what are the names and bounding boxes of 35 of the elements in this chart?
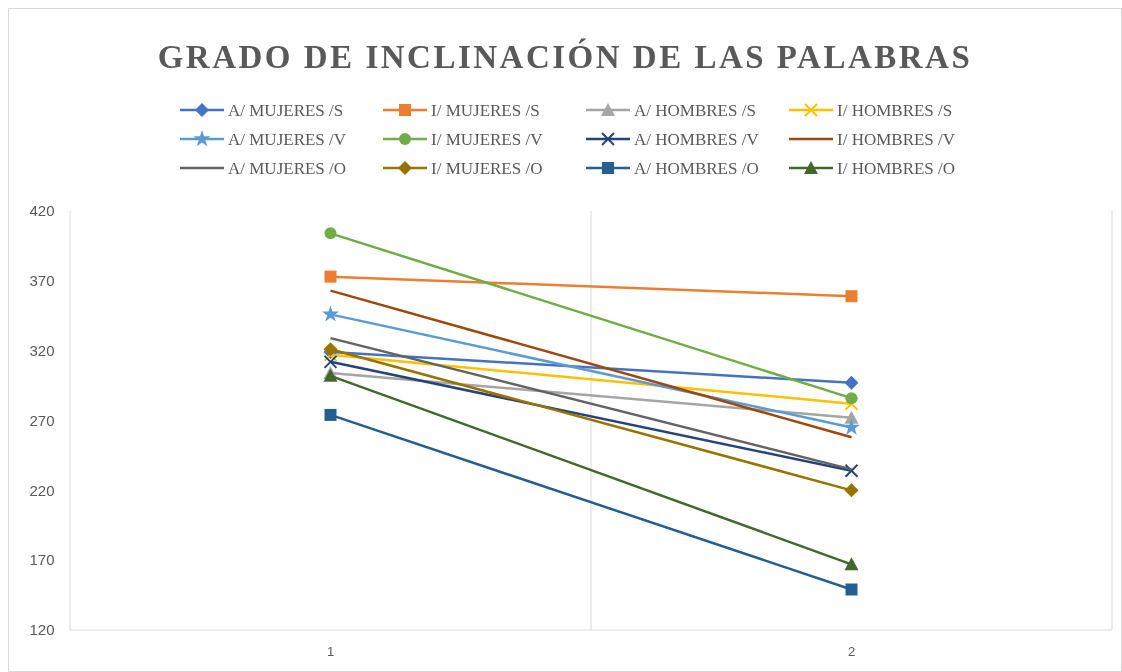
legend-label: A/ MUJERES /V xyxy=(228,130,347,149)
point xyxy=(844,483,859,498)
x-tick-label: 1 xyxy=(326,644,335,659)
legend-label: I/ MUJERES /V xyxy=(431,130,544,149)
point xyxy=(844,463,859,478)
legend-label: A/ HOMBRES /V xyxy=(634,130,760,149)
legend-label: I/ HOMBRES /V xyxy=(837,130,956,149)
point xyxy=(844,375,859,390)
y-tick-label: 270 xyxy=(29,411,55,429)
legend-label: A/ HOMBRES /O xyxy=(634,159,759,178)
legend-label: I/ MUJERES /S xyxy=(431,101,540,120)
y-tick-label: 170 xyxy=(29,551,55,569)
y-tick-label: 120 xyxy=(29,621,55,639)
legend-label: I/ HOMBRES /O xyxy=(837,159,956,178)
point xyxy=(845,290,858,303)
legend-label: A/ MUJERES /S xyxy=(228,101,344,120)
y-tick-label: 420 xyxy=(29,202,55,220)
legend-label: I/ HOMBRES /S xyxy=(837,101,953,120)
y-tick-label: 320 xyxy=(29,341,55,359)
point xyxy=(324,270,337,283)
y-tick-label: 370 xyxy=(29,272,55,290)
chart-title: GRADO DE INCLINACIÓN DE LAS PALABRAS xyxy=(157,38,973,75)
point xyxy=(845,392,858,405)
point xyxy=(324,408,337,421)
y-tick-label: 220 xyxy=(29,481,55,499)
x-tick-label: 2 xyxy=(847,644,856,659)
point xyxy=(842,418,861,435)
point xyxy=(323,354,338,369)
point xyxy=(324,227,337,240)
point xyxy=(844,396,859,411)
point xyxy=(845,583,858,596)
point xyxy=(321,305,340,322)
legend-label: A/ MUJERES /O xyxy=(228,159,347,178)
legend-label: I/ MUJERES /O xyxy=(431,159,543,178)
legend-label: A/ HOMBRES /S xyxy=(634,101,756,120)
